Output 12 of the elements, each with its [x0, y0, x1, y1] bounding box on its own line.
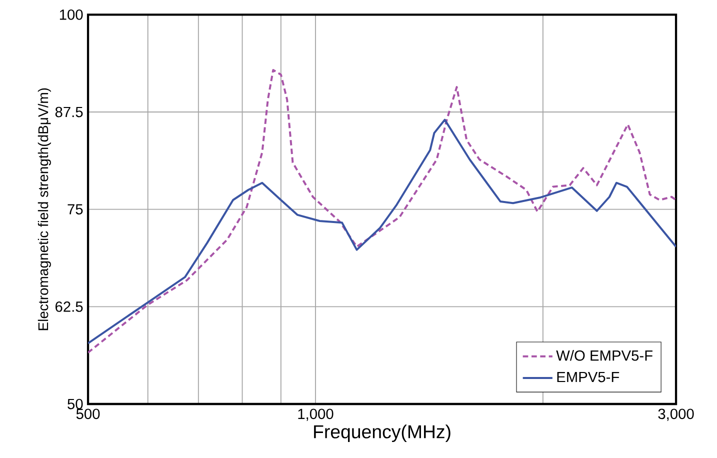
x-tick-label: 3,000 [658, 408, 694, 421]
legend-label: W/O EMPV5-F [556, 350, 652, 361]
x-tick-label: 1,000 [298, 408, 334, 421]
y-tick-label: 50 [68, 398, 83, 410]
y-tick-label: 62.5 [56, 301, 83, 312]
x-axis-title: Frequency(MHz) [314, 424, 450, 442]
legend-label: EMPV5-F [557, 372, 620, 382]
y-axis-title: Electromagnetic field strength(dBμV/m) [38, 88, 51, 330]
y-tick-label: 87.5 [55, 106, 83, 118]
x-tick-label: 500 [76, 408, 100, 420]
y-tick-label: 75 [68, 204, 83, 214]
y-tick-label: 100 [60, 9, 83, 20]
